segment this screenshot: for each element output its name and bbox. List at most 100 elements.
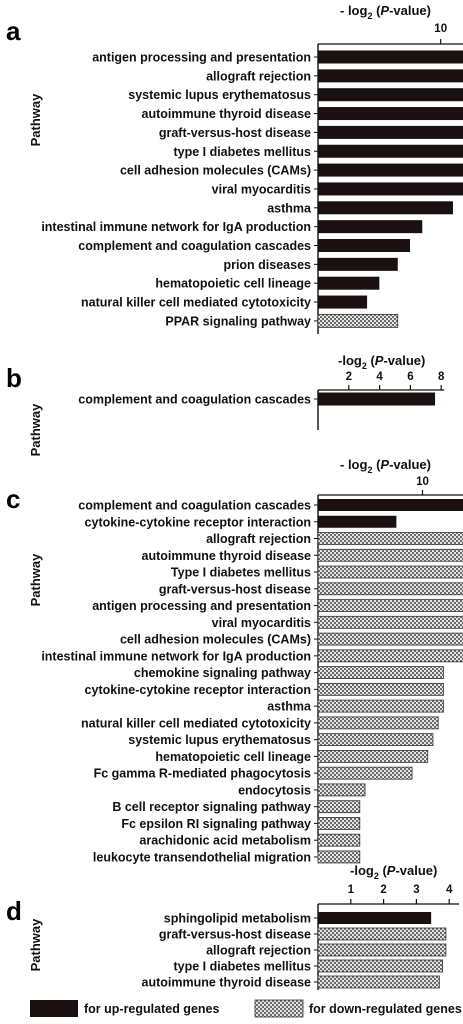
legend: for up-regulated genes for down-regulate… bbox=[30, 999, 462, 1018]
bar bbox=[317, 548, 463, 562]
category-label: autoimmune thyroid disease bbox=[142, 549, 312, 563]
bar bbox=[318, 182, 463, 196]
bar bbox=[317, 733, 434, 747]
x-axis-title: - log2 (P-value) bbox=[340, 457, 431, 475]
category-label: viral myocarditis bbox=[212, 182, 311, 196]
category-label: cell adhesion molecules (CAMs) bbox=[120, 164, 311, 178]
category-label: antigen processing and presentation bbox=[92, 51, 311, 65]
category-label: type I diabetes mellitus bbox=[173, 960, 311, 974]
category-label: type I diabetes mellitus bbox=[173, 145, 311, 159]
bar bbox=[317, 565, 463, 579]
x-tick-label: 10 bbox=[416, 476, 429, 488]
category-label: systemic lupus erythematosus bbox=[128, 733, 311, 747]
category-label: intestinal immune network for IgA produc… bbox=[41, 220, 311, 234]
legend-label-down: for down-regulated genes bbox=[309, 1002, 462, 1016]
panel-letter: b bbox=[6, 363, 22, 393]
category-label: complement and coagulation cascades bbox=[78, 393, 311, 407]
panel-letter: c bbox=[6, 484, 20, 514]
bar bbox=[317, 850, 361, 864]
bar bbox=[317, 632, 463, 646]
x-tick-label: 4 bbox=[376, 371, 383, 383]
category-label: hematopoietic cell lineage bbox=[155, 277, 311, 291]
category-label: autoimmune thyroid disease bbox=[142, 976, 312, 990]
category-label: graft-versus-host disease bbox=[159, 928, 311, 942]
category-label: allograft rejection bbox=[206, 532, 311, 546]
bar bbox=[317, 682, 444, 696]
panel-letter: a bbox=[6, 16, 21, 46]
category-label: natural killer cell mediated cytotoxicit… bbox=[81, 716, 311, 730]
y-axis-label: Pathway bbox=[28, 403, 43, 457]
category-label: intestinal immune network for IgA produc… bbox=[41, 649, 311, 663]
x-tick-label: 10 bbox=[434, 23, 447, 35]
y-axis-label: Pathway bbox=[28, 553, 43, 607]
category-label: natural killer cell mediated cytotoxicit… bbox=[81, 296, 311, 310]
category-label: complement and coagulation cascades bbox=[78, 499, 311, 513]
x-tick-label: 2 bbox=[380, 884, 386, 896]
legend-label-up: for up-regulated genes bbox=[84, 1002, 219, 1016]
category-label: graft-versus-host disease bbox=[159, 126, 311, 140]
bar bbox=[317, 833, 361, 847]
x-tick-label: 1 bbox=[348, 884, 355, 896]
category-label: hematopoietic cell lineage bbox=[155, 750, 311, 764]
legend-swatch-down bbox=[254, 999, 304, 1018]
x-tick-label: 8 bbox=[438, 371, 445, 383]
bar bbox=[318, 107, 463, 121]
x-tick-label: 2 bbox=[346, 371, 352, 383]
bar bbox=[317, 800, 361, 814]
category-label: PPAR signaling pathway bbox=[165, 314, 311, 328]
bar bbox=[318, 144, 463, 158]
legend-swatch-up bbox=[30, 1000, 78, 1017]
x-axis-title: -log2 (P-value) bbox=[350, 863, 437, 881]
bar bbox=[318, 201, 453, 215]
x-axis-title: -log2 (P-value) bbox=[338, 353, 425, 371]
panel-b: b Pathway -log2 (P-value)2 4 6 8 complement an… bbox=[6, 353, 445, 456]
category-label: arachidonic acid metabolism bbox=[139, 834, 311, 848]
bar bbox=[318, 88, 463, 102]
bar bbox=[318, 912, 432, 924]
category-label: asthma bbox=[267, 201, 312, 215]
category-label: asthma bbox=[267, 700, 312, 714]
bar bbox=[318, 392, 436, 406]
bar bbox=[317, 313, 399, 328]
bar bbox=[317, 699, 444, 713]
category-label: graft-versus-host disease bbox=[159, 582, 311, 596]
category-label: allograft rejection bbox=[206, 69, 311, 83]
bar bbox=[318, 295, 368, 309]
bar bbox=[317, 599, 463, 612]
bar bbox=[317, 582, 463, 596]
bar bbox=[318, 50, 463, 64]
bar bbox=[317, 649, 463, 663]
bar bbox=[318, 220, 423, 234]
bar bbox=[317, 959, 444, 973]
bar bbox=[317, 666, 444, 679]
bar bbox=[317, 783, 366, 797]
bar bbox=[317, 532, 463, 545]
bar bbox=[318, 163, 463, 177]
bar bbox=[317, 817, 361, 830]
category-label: Type I diabetes mellitus bbox=[171, 566, 311, 580]
category-label: antigen processing and presentation bbox=[92, 599, 311, 613]
category-label: autoimmune thyroid disease bbox=[142, 107, 312, 121]
panel-d: d Pathway -log2 (P-value) 1 2 3 4 sphingolipid … bbox=[6, 863, 460, 990]
category-label: chemokine signaling pathway bbox=[134, 666, 311, 680]
bar bbox=[318, 257, 398, 271]
panel-letter: d bbox=[6, 896, 22, 926]
category-label: prion diseases bbox=[223, 258, 311, 272]
bar bbox=[317, 943, 447, 957]
category-label: viral myocarditis bbox=[212, 616, 311, 630]
x-tick-label: 6 bbox=[407, 371, 413, 383]
bar bbox=[317, 750, 429, 763]
category-label: cytokine-cytokine receptor interaction bbox=[85, 683, 311, 697]
category-label: cytokine-cytokine receptor interaction bbox=[85, 515, 311, 529]
category-label: systemic lupus erythematosus bbox=[128, 88, 311, 102]
bar bbox=[317, 766, 413, 780]
x-tick-label: 4 bbox=[446, 884, 453, 896]
category-label: sphingolipid metabolism bbox=[164, 912, 311, 926]
category-label: complement and coagulation cascades bbox=[78, 239, 311, 253]
bar bbox=[317, 927, 447, 941]
bar bbox=[318, 499, 463, 511]
bar bbox=[318, 69, 463, 83]
